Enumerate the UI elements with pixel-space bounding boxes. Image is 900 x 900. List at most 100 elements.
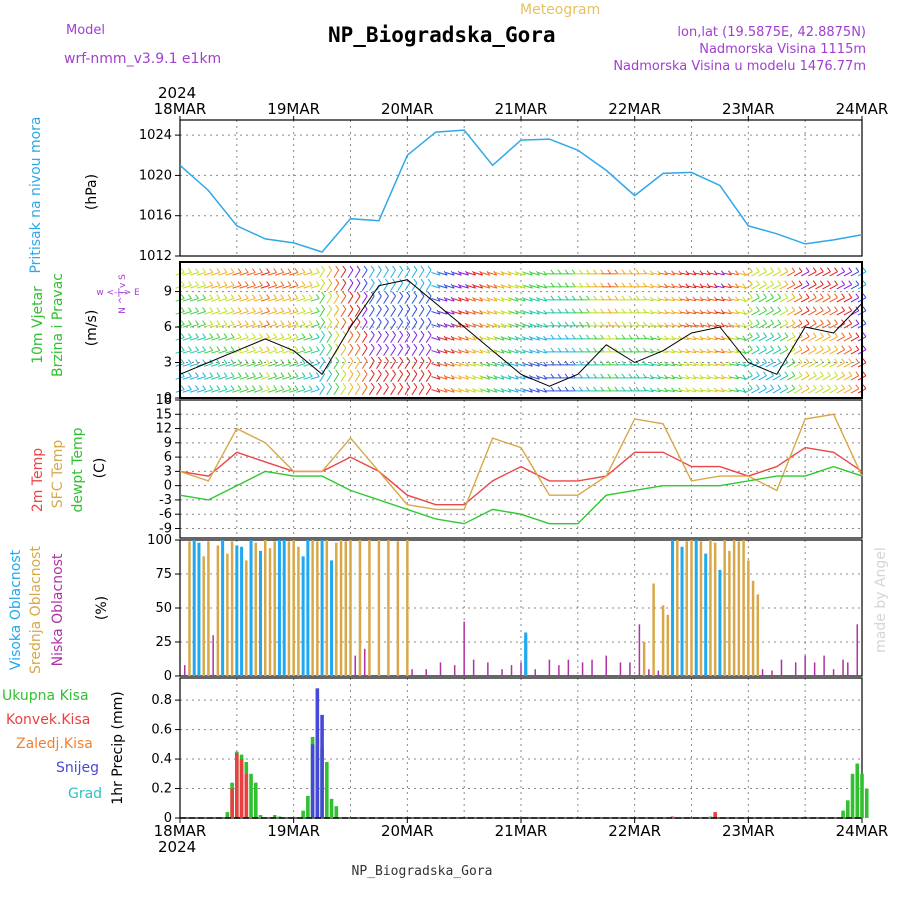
wind-barb (473, 389, 483, 393)
wind-barb-flag (356, 369, 361, 375)
wind-barb (182, 298, 192, 302)
wind-barb-flag (308, 294, 313, 299)
wind-barb-flag (586, 308, 590, 314)
wind-barb (772, 271, 781, 277)
wind-barb-flag (244, 307, 249, 312)
wind-barb-flag (349, 317, 354, 323)
wind-barb (758, 336, 767, 342)
wind-barb (182, 272, 192, 276)
wind-barb-flag (427, 343, 432, 349)
wind-barb-flag (784, 332, 789, 338)
wind-barb-flag (543, 283, 548, 289)
wind-barb (751, 336, 760, 342)
wind-barb (836, 349, 845, 355)
pressure-ytick-label: 1024 (139, 128, 172, 143)
wind-barb (516, 337, 526, 341)
wind-barb (218, 298, 228, 302)
wind-barb (340, 373, 347, 382)
wind-barb-flag (342, 304, 347, 310)
wind-barb-flag (827, 345, 831, 351)
wind-barb (253, 389, 263, 393)
wind-barb-flag (259, 281, 263, 286)
wind-barb (523, 389, 533, 393)
wind-barb-flag (244, 281, 249, 286)
wind-barb-flag (834, 358, 838, 364)
wind-barb-flag (223, 372, 228, 377)
wind-barb (537, 324, 547, 328)
wind-barb (800, 336, 810, 342)
wind-barb (473, 298, 483, 302)
wind-barb-flag (742, 270, 747, 276)
wind-barb-flag (486, 348, 491, 354)
cloud-ylabel-1: Visoka Oblacnost (8, 549, 24, 670)
wind-barb-flag (550, 334, 555, 340)
wind-barb-flag (356, 317, 361, 323)
wind-barb-flag (335, 369, 340, 375)
wind-barb-flag (564, 386, 569, 392)
wind-barb (701, 324, 711, 328)
wind-barb-flag (784, 371, 789, 377)
wind-barb (744, 336, 753, 342)
rain-total-bar (306, 795, 310, 818)
cloud-mid-bar (349, 540, 352, 676)
wind-barb-flag (385, 265, 389, 271)
wind-barb-flag (349, 356, 354, 362)
wind-barb (694, 298, 704, 302)
wind-barb (246, 363, 256, 367)
wind-barb (779, 271, 789, 277)
wind-barb (722, 298, 732, 302)
cloud-mid-bar (230, 541, 234, 676)
wind-barb-flag (586, 295, 590, 301)
wind-barb-flag (848, 371, 853, 377)
wind-barb (418, 295, 425, 304)
wind-barb (694, 350, 704, 354)
wind-barb-flag (805, 384, 810, 390)
wind-barb-flag (251, 359, 256, 364)
wind-barb (376, 334, 382, 343)
wind-barb (411, 347, 418, 356)
wind-barb (211, 285, 220, 289)
wind-barb-flag (557, 334, 562, 340)
wind-barb-flag (273, 268, 278, 273)
wind-barb-flag (621, 321, 626, 327)
wind-barb (708, 311, 718, 315)
wind-barb (701, 376, 711, 380)
wind-barb-flag (791, 280, 796, 285)
wind-barb (530, 285, 540, 289)
wind-barb (282, 376, 292, 380)
wind-barb (452, 311, 462, 315)
wind-barb (644, 363, 654, 367)
wind-barb (765, 297, 774, 303)
wind-barb-flag (755, 332, 760, 338)
wind-barb (715, 376, 725, 380)
wind-barb (182, 337, 192, 341)
wind-barb-flag (614, 373, 619, 379)
wind-barb (850, 284, 860, 290)
cloud-mid-bar (264, 540, 267, 676)
wind-barb-flag (443, 283, 448, 289)
wind-barb (488, 311, 498, 315)
wind-barb-flag (586, 386, 590, 392)
wind-barb (758, 362, 767, 368)
wind-barb (303, 350, 313, 354)
wind-barb-flag (370, 330, 375, 336)
wind-barb (347, 334, 354, 343)
wind-barb (658, 337, 668, 341)
wind-barb-flag (742, 374, 747, 380)
wind-barb-flag (614, 386, 619, 392)
wind-barb-flag (436, 374, 441, 380)
wind-barb-flag (321, 382, 325, 388)
wind-barb (196, 350, 206, 354)
wind-barb (516, 298, 526, 302)
wind-barb-flag (259, 320, 263, 325)
wind-barb-flag (550, 308, 555, 314)
dewpoint-line (179, 465, 863, 525)
wind-barb-flag (230, 268, 235, 273)
wind-barb-flag (209, 333, 214, 338)
wind-barb (843, 362, 852, 368)
cloud-mid-bar (737, 541, 741, 676)
wind-barb-flag (493, 335, 498, 341)
wind-barb (303, 363, 313, 367)
wind-barb (368, 321, 375, 330)
wind-barb-flag (308, 372, 313, 377)
